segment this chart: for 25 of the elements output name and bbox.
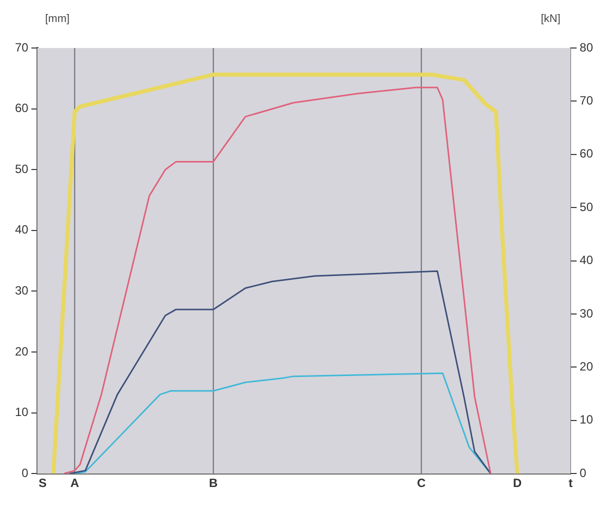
- y-tick-label: 40: [14, 222, 29, 237]
- y-tick-label: 60: [14, 101, 29, 116]
- y2-tick-label: 20: [580, 360, 594, 374]
- y2-tick-label: 30: [580, 306, 594, 320]
- y2-tick-label: 40: [580, 253, 594, 268]
- y-tick-label: 10: [14, 405, 29, 420]
- y2-tick-label: 50: [580, 200, 594, 214]
- y-tick-label: 30: [14, 284, 29, 298]
- y2-tick-label: 0: [580, 466, 587, 480]
- x-tick-label: B: [209, 476, 218, 490]
- y2-axis-title: [kN]: [540, 13, 560, 25]
- x-tick-label: S: [38, 476, 47, 490]
- x-tick-label: t: [568, 476, 573, 490]
- x-tick-label: C: [416, 476, 426, 490]
- y-axis-title: [mm]: [45, 13, 70, 25]
- x-tick-label: D: [512, 476, 522, 490]
- y-tick-label: 20: [14, 344, 29, 358]
- y-tick-label: 50: [14, 162, 29, 176]
- y2-tick-label: 10: [580, 412, 594, 427]
- y-tick-label: 70: [14, 40, 29, 54]
- y-tick-label: 0: [22, 466, 29, 480]
- y2-tick-label: 60: [580, 146, 594, 161]
- x-tick-label: A: [70, 476, 80, 490]
- y2-tick-label: 80: [580, 40, 594, 54]
- y2-tick-label: 70: [580, 94, 594, 108]
